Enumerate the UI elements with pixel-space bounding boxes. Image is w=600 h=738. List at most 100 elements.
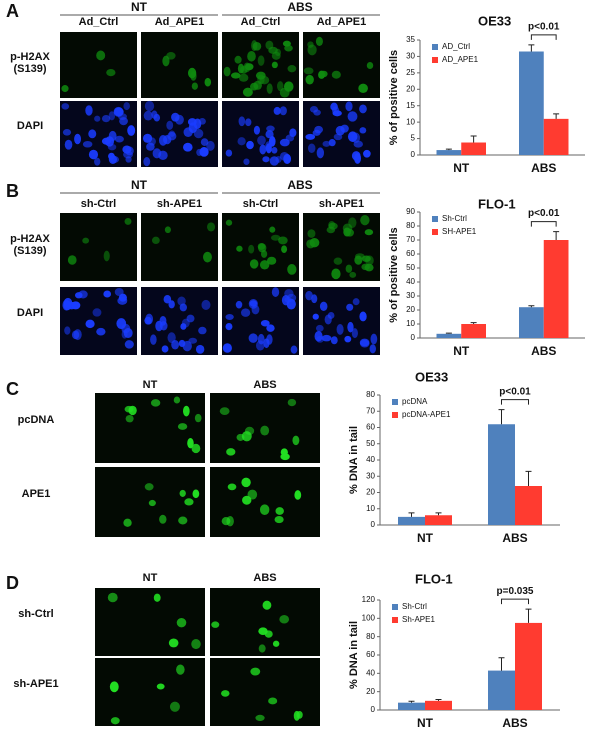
row-label: p-H2AX (S139) xyxy=(10,51,50,75)
bar xyxy=(425,515,452,525)
y-tick-label: 40 xyxy=(366,668,375,677)
cell-nucleus xyxy=(266,334,273,345)
cell-nucleus xyxy=(123,518,132,527)
error-bar xyxy=(528,44,535,52)
y-tick-label: 50 xyxy=(406,263,415,272)
cell-nucleus xyxy=(62,128,72,136)
cell-nucleus xyxy=(109,681,119,693)
cell-nucleus xyxy=(316,147,325,159)
micrograph xyxy=(95,658,205,726)
cell-nucleus xyxy=(255,340,265,351)
cell-nucleus xyxy=(191,638,201,650)
cell-nucleus xyxy=(178,516,188,525)
cell-nucleus xyxy=(243,158,250,165)
cell-nucleus xyxy=(290,345,298,354)
x-tick-label: ABS xyxy=(502,716,527,730)
bar xyxy=(519,307,544,338)
cell-nucleus xyxy=(315,36,323,46)
cell-nucleus xyxy=(347,321,354,333)
cell-nucleus xyxy=(284,296,292,303)
cell-nucleus xyxy=(85,319,95,329)
cell-nucleus xyxy=(167,332,176,344)
cell-nucleus xyxy=(127,125,136,136)
y-tick-label: 10 xyxy=(406,319,415,328)
cell-nucleus xyxy=(281,245,288,254)
cell-nucleus xyxy=(303,67,314,75)
cell-nucleus xyxy=(225,313,234,320)
micrograph xyxy=(60,32,137,98)
cell-nucleus xyxy=(246,140,254,150)
cell-nucleus xyxy=(327,311,335,319)
cell-nucleus xyxy=(161,345,169,353)
cell-nucleus xyxy=(63,300,72,311)
cell-nucleus xyxy=(151,236,160,245)
cell-nucleus xyxy=(321,334,332,342)
cell-nucleus xyxy=(88,129,97,139)
cell-nucleus xyxy=(336,324,344,335)
y-axis-label: % of positive cells xyxy=(388,50,400,145)
cell-nucleus xyxy=(173,396,181,404)
cell-nucleus xyxy=(101,114,111,123)
cell-nucleus xyxy=(294,490,302,500)
cell-nucleus xyxy=(182,405,190,417)
cell-nucleus xyxy=(145,313,154,325)
cell-nucleus xyxy=(226,516,234,527)
cell-nucleus xyxy=(287,64,297,73)
y-tick-label: 0 xyxy=(371,705,376,714)
bar xyxy=(519,51,544,155)
cell-nucleus xyxy=(235,300,243,309)
cell-nucleus xyxy=(118,113,127,121)
cell-nucleus xyxy=(257,135,266,146)
micrograph xyxy=(210,588,320,656)
cell-nucleus xyxy=(73,329,82,341)
cell-nucleus xyxy=(307,143,316,153)
cell-nucleus xyxy=(237,137,246,146)
cell-nucleus xyxy=(124,218,132,225)
error-bar xyxy=(553,231,560,240)
x-tick-label: NT xyxy=(453,161,470,175)
cell-nucleus xyxy=(203,251,212,263)
cell-nucleus xyxy=(369,344,377,354)
row-label: APE1 xyxy=(21,488,51,500)
cell-nucleus xyxy=(94,157,101,166)
cell-nucleus xyxy=(312,313,319,320)
cell-nucleus xyxy=(176,617,187,628)
cell-nucleus xyxy=(275,507,284,515)
cell-nucleus xyxy=(266,256,277,265)
cell-nucleus xyxy=(322,140,331,147)
y-axis-label: % DNA in tail xyxy=(348,621,360,689)
cell-nucleus xyxy=(236,245,243,252)
micrograph xyxy=(60,213,137,281)
cell-nucleus xyxy=(269,226,276,233)
cell-nucleus xyxy=(259,144,267,155)
cell-nucleus xyxy=(352,298,360,306)
cell-nucleus xyxy=(345,101,353,112)
cell-nucleus xyxy=(351,328,358,339)
cell-nucleus xyxy=(114,135,124,143)
cell-nucleus xyxy=(124,405,134,413)
y-tick-label: 30 xyxy=(406,52,415,61)
cell-nucleus xyxy=(359,311,367,322)
group-label: NT xyxy=(131,0,148,14)
error-bar xyxy=(435,698,442,701)
cell-nucleus xyxy=(274,515,284,524)
cell-nucleus xyxy=(258,243,267,253)
cell-nucleus xyxy=(284,289,294,298)
legend-swatch xyxy=(392,604,398,610)
column-label: Ad_APE1 xyxy=(317,16,367,28)
column-label: Ad_Ctrl xyxy=(241,16,281,28)
cell-nucleus xyxy=(283,153,292,165)
significance-label: p<0.01 xyxy=(499,386,531,397)
cell-nucleus xyxy=(82,140,93,148)
y-tick-label: 15 xyxy=(406,101,415,110)
bar xyxy=(436,150,462,155)
cell-nucleus xyxy=(234,55,242,64)
y-tick-label: 90 xyxy=(406,207,415,216)
cell-nucleus xyxy=(279,106,287,116)
y-axis-label: % DNA in tail xyxy=(348,426,360,494)
cell-nucleus xyxy=(328,139,336,147)
y-tick-label: 0 xyxy=(411,333,416,342)
cell-nucleus xyxy=(255,714,265,722)
micrograph xyxy=(141,32,218,98)
cell-nucleus xyxy=(74,292,83,299)
